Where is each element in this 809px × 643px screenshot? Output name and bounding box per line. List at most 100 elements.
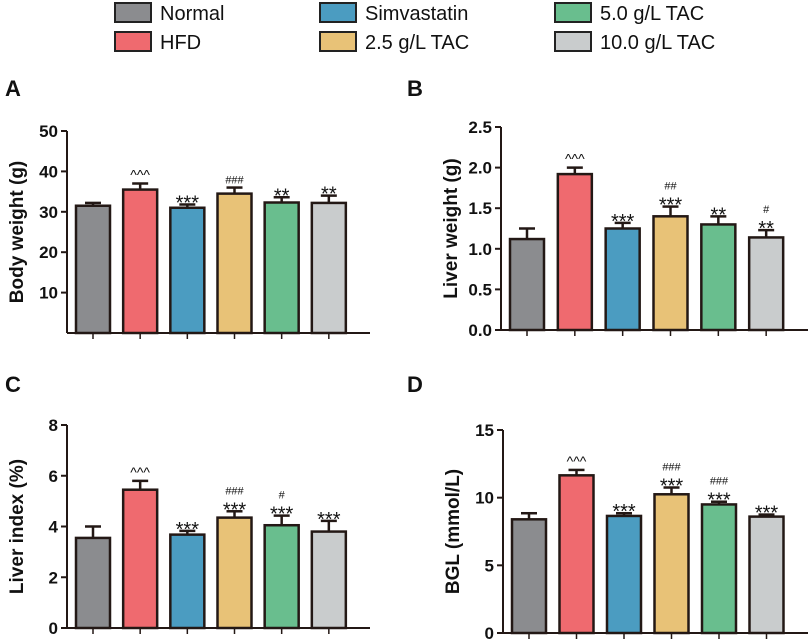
- y-tick-label: 2: [49, 568, 58, 587]
- panel-letter: C: [5, 372, 21, 397]
- bar-simvastatin: [169, 533, 206, 630]
- significance-label: ***: [223, 499, 247, 521]
- y-tick-label: 0: [49, 619, 58, 638]
- y-axis-label: Liver weight (g): [441, 158, 462, 298]
- significance-label: ###: [662, 462, 681, 474]
- significance-label: ***: [176, 193, 200, 215]
- y-tick-label: 10: [39, 284, 58, 303]
- significance-label: ***: [611, 211, 635, 233]
- legend: Normal HFD Simvastatin 2.5 g/L TAC 5.0 g/L T…: [114, 2, 715, 54]
- y-tick-label: 4: [49, 518, 59, 537]
- legend-item: Simvastatin: [319, 2, 468, 25]
- y-tick-label: 1.5: [468, 199, 492, 218]
- bar-5-0-g-l-tac: [263, 201, 300, 335]
- legend-label: 5.0 g/L TAC: [600, 3, 704, 25]
- bar-2-5-g-l-tac: [216, 192, 253, 335]
- y-axis-label: Body weight (g): [7, 161, 28, 303]
- bar-normal: [510, 518, 548, 635]
- y-tick-label: 0: [485, 624, 494, 643]
- y-tick-label: 0.5: [468, 280, 492, 299]
- bar-simvastatin: [605, 514, 643, 635]
- legend-swatch: [114, 2, 152, 23]
- y-tick-label: 0.0: [468, 321, 492, 340]
- panel-letter: D: [407, 372, 423, 397]
- bar-simvastatin: [604, 227, 641, 332]
- significance-label: ##: [664, 181, 677, 193]
- legend-item: 2.5 g/L TAC: [319, 31, 469, 54]
- significance-label: ***: [659, 195, 683, 217]
- legend-label: 10.0 g/L TAC: [600, 32, 715, 54]
- significance-label: ###: [225, 175, 244, 187]
- significance-label: ***: [755, 503, 779, 525]
- bar-5-0-g-l-tac: [700, 503, 738, 635]
- panel-a: A Body weight (g) ^^^ *** ### ** ** 10 20 30 40 50: [5, 76, 370, 339]
- significance-label: ^^^: [130, 167, 150, 183]
- bar-10-0-g-l-tac: [310, 201, 348, 335]
- bar-10-0-g-l-tac: [747, 236, 785, 332]
- bar-normal: [74, 536, 112, 630]
- legend-label: HFD: [160, 32, 201, 54]
- significance-label: **: [274, 185, 290, 207]
- bar-normal: [74, 204, 112, 335]
- bar-5-0-g-l-tac: [263, 523, 300, 630]
- legend-swatch: [554, 2, 592, 23]
- bar-2-5-g-l-tac: [652, 215, 689, 332]
- y-axis-label: BGL (mmol/L): [443, 469, 464, 594]
- legend-swatch: [319, 31, 357, 52]
- bar-2-5-g-l-tac: [653, 493, 690, 635]
- y-tick-label: 20: [39, 243, 58, 262]
- legend-item: 5.0 g/L TAC: [554, 2, 704, 25]
- significance-label: ###: [710, 476, 729, 488]
- significance-label: ***: [270, 504, 294, 526]
- y-tick-label: 6: [49, 467, 58, 486]
- significance-label: ***: [707, 490, 731, 512]
- bar-simvastatin: [169, 206, 206, 335]
- y-tick-label: 40: [39, 162, 58, 181]
- legend-label: 2.5 g/L TAC: [365, 32, 469, 54]
- significance-label: **: [758, 218, 774, 240]
- significance-label: **: [711, 204, 727, 226]
- panel-letter: B: [407, 76, 423, 101]
- legend-swatch: [114, 31, 152, 52]
- significance-label: ***: [660, 476, 684, 498]
- y-tick-label: 15: [475, 421, 494, 440]
- y-tick-label: 2.0: [468, 159, 492, 178]
- significance-label: ###: [225, 485, 244, 497]
- panel-letter: A: [5, 76, 21, 101]
- y-tick-label: 30: [39, 203, 58, 222]
- y-tick-label: 8: [49, 416, 58, 435]
- significance-label: ^^^: [565, 151, 585, 167]
- significance-label: **: [321, 184, 337, 206]
- legend-swatch: [554, 31, 592, 52]
- bar-5-0-g-l-tac: [700, 223, 737, 332]
- significance-label: #: [763, 204, 770, 216]
- bar-hfd: [121, 488, 159, 630]
- legend-item: Normal: [114, 2, 224, 25]
- significance-label: ***: [612, 501, 636, 523]
- legend-swatch: [319, 2, 357, 23]
- bar-2-5-g-l-tac: [216, 516, 253, 630]
- y-tick-label: 10: [475, 489, 494, 508]
- bar-10-0-g-l-tac: [310, 530, 348, 630]
- bar-10-0-g-l-tac: [748, 515, 785, 635]
- y-tick-label: 1.0: [468, 240, 492, 259]
- significance-label: ***: [176, 519, 200, 541]
- panel-c: C Liver index (%) ^^^ *** *** ### *** # *** 0 2 4 6 8: [5, 372, 370, 638]
- bar-hfd: [558, 474, 595, 635]
- bar-normal: [508, 237, 546, 332]
- bar-hfd: [121, 188, 159, 335]
- panel-d: D BGL (mmol/L) ^^^ *** *** ### *** ### *** 0 5 10 15: [407, 372, 808, 643]
- legend-label: Simvastatin: [365, 3, 468, 25]
- legend-item: HFD: [114, 31, 201, 54]
- y-axis-label: Liver index (%): [7, 459, 28, 594]
- legend-item: 10.0 g/L TAC: [554, 31, 715, 54]
- legend-label: Normal: [160, 3, 224, 25]
- y-tick-label: 50: [39, 122, 58, 141]
- y-tick-label: 5: [485, 556, 494, 575]
- panel-b: B Liver weight (g) ^^^ *** *** ## ** ** #0.0 0.5 1…: [407, 76, 808, 340]
- y-tick-label: 2.5: [468, 118, 492, 137]
- bar-hfd: [556, 172, 594, 332]
- significance-label: ^^^: [567, 453, 587, 469]
